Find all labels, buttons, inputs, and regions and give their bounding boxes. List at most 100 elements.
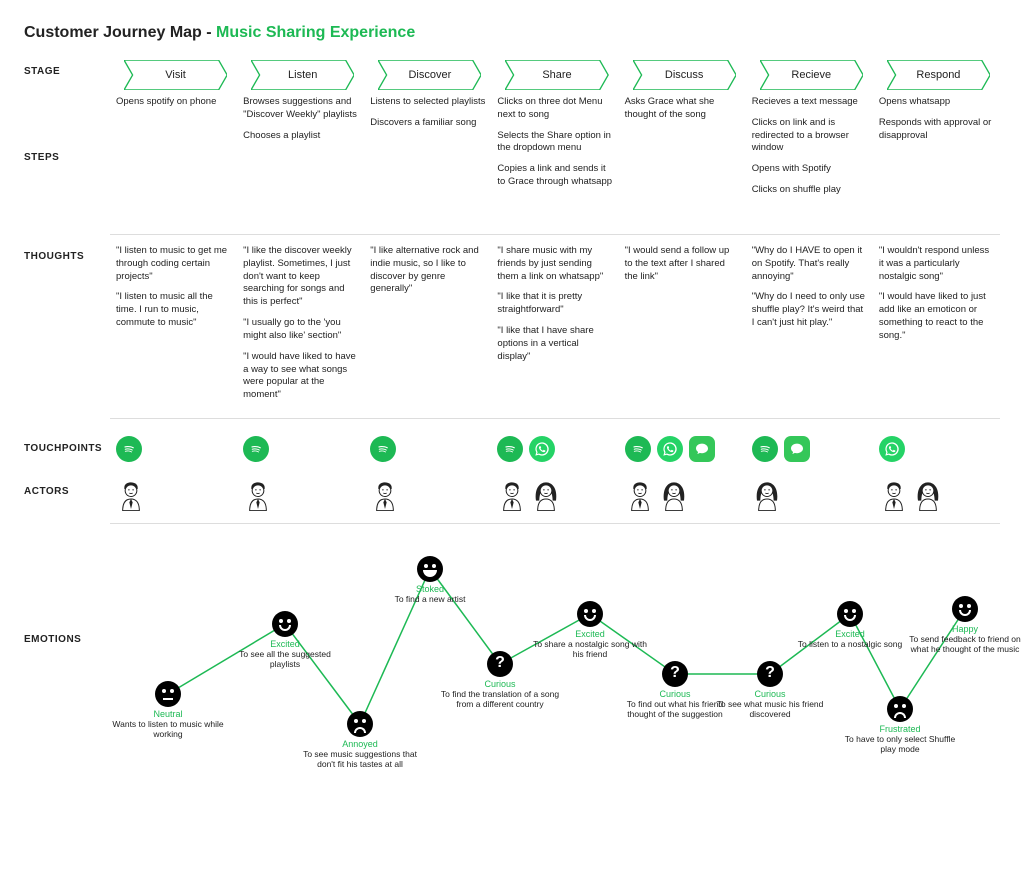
actor-group xyxy=(497,473,612,511)
actor-group xyxy=(116,473,231,511)
thought-quote: I like that I have share options in a ve… xyxy=(497,325,612,363)
emotion-desc: To have to only select Shuffle play mode xyxy=(840,734,960,754)
male-actor-icon xyxy=(116,477,146,511)
emotion-label: Neutral xyxy=(108,709,228,719)
male-actor-icon xyxy=(625,477,655,511)
thought-quote: I listen to music to get me through codi… xyxy=(116,245,231,283)
step-text: Asks Grace what she thought of the song xyxy=(625,96,740,122)
emotions-label: EMOTIONS xyxy=(24,534,110,645)
emotion-face-icon xyxy=(155,681,181,707)
step-text: Chooses a playlist xyxy=(243,130,358,143)
touchpoint-group xyxy=(243,436,358,462)
page-title: Customer Journey Map - Music Sharing Exp… xyxy=(24,24,1000,42)
thought-quote: Why do I need to only use shuffle play? … xyxy=(752,291,867,329)
emotion-face-icon xyxy=(887,696,913,722)
emotion-desc: To listen to a nostalgic song xyxy=(790,639,910,649)
emotion-node: Happy To send feedback to friend on what… xyxy=(905,596,1024,654)
touchpoint-group xyxy=(625,436,740,462)
emotion-desc: To send feedback to friend on what he th… xyxy=(905,634,1024,654)
stage-label: STAGE xyxy=(24,60,110,77)
touchpoint-group xyxy=(497,436,612,462)
step-text: Clicks on three dot Menu next to song xyxy=(497,96,612,122)
step-text: Opens whatsapp xyxy=(879,96,994,109)
emotion-desc: To see what music his friend discovered xyxy=(710,699,830,719)
male-actor-icon xyxy=(243,477,273,511)
separator xyxy=(110,523,1000,524)
step-text: Clicks on link and is redirected to a br… xyxy=(752,117,867,155)
emotion-label: Happy xyxy=(905,624,1024,634)
step-text: Responds with approval or disapproval xyxy=(879,117,994,143)
title-highlight: Music Sharing Experience xyxy=(216,24,415,41)
touchpoints-label: TOUCHPOINTS xyxy=(24,443,110,454)
male-actor-icon xyxy=(370,477,400,511)
emotion-desc: To find a new artist xyxy=(370,594,490,604)
emotion-desc: To see music suggestions that don't fit … xyxy=(300,749,420,769)
male-actor-icon xyxy=(879,477,909,511)
emotion-desc: To find the translation of a song from a… xyxy=(440,689,560,709)
imessage-icon xyxy=(784,436,810,462)
emotion-desc: To see all the suggested playlists xyxy=(225,649,345,669)
stage-chevron: Listen xyxy=(251,60,354,90)
emotion-label: Stoked xyxy=(370,584,490,594)
step-text: Listens to selected playlists xyxy=(370,96,485,109)
emotion-node: Excited To listen to a nostalgic song xyxy=(790,601,910,649)
thought-quote: I wouldn't respond unless it was a parti… xyxy=(879,245,994,283)
thought-quote: I like that it is pretty straightforward xyxy=(497,291,612,317)
thought-quote: I like the discover weekly playlist. Som… xyxy=(243,245,358,309)
emotion-node: Neutral Wants to listen to music while w… xyxy=(108,681,228,739)
emotion-face-icon: ? xyxy=(662,661,688,687)
emotion-node: Annoyed To see music suggestions that do… xyxy=(300,711,420,769)
thoughts-row: THOUGHTS I listen to music to get me thr… xyxy=(24,245,1000,410)
stage-name: Discover xyxy=(378,60,481,90)
stage-name: Recieve xyxy=(760,60,863,90)
actor-group xyxy=(879,473,994,511)
emotion-label: Excited xyxy=(530,629,650,639)
male-actor-icon xyxy=(497,477,527,511)
stage-chevron: Respond xyxy=(887,60,990,90)
emotion-node: Stoked To find a new artist xyxy=(370,556,490,604)
thought-quote: I would send a follow up to the text aft… xyxy=(625,245,740,283)
spotify-icon xyxy=(243,436,269,462)
stage-row: STAGE Visit Listen Discover Share Discus… xyxy=(24,60,1000,90)
emotion-label: Annoyed xyxy=(300,739,420,749)
actor-group xyxy=(752,473,867,511)
emotion-node: Frustrated To have to only select Shuffl… xyxy=(840,696,960,754)
emotions-row: EMOTIONS Neutral Wants to listen to musi… xyxy=(24,534,1000,764)
stage-chevron: Recieve xyxy=(760,60,863,90)
step-text: Opens spotify on phone xyxy=(116,96,231,109)
female-actor-icon xyxy=(913,477,943,511)
spotify-icon xyxy=(370,436,396,462)
female-actor-icon xyxy=(752,477,782,511)
touchpoint-group xyxy=(879,436,994,462)
stage-chevron: Discuss xyxy=(633,60,736,90)
spotify-icon xyxy=(752,436,778,462)
whatsapp-icon xyxy=(879,436,905,462)
emotion-node: ? Curious To find the translation of a s… xyxy=(440,651,560,709)
thought-quote: Why do I HAVE to open it on Spotify. Tha… xyxy=(752,245,867,283)
steps-label: STEPS xyxy=(24,96,110,163)
thought-quote: I would have liked to have a way to see … xyxy=(243,351,358,402)
thought-quote: I share music with my friends by just se… xyxy=(497,245,612,283)
separator xyxy=(110,418,1000,419)
emotion-face-icon xyxy=(417,556,443,582)
thoughts-label: THOUGHTS xyxy=(24,245,110,262)
emotion-label: Curious xyxy=(710,689,830,699)
emotion-face-icon xyxy=(952,596,978,622)
spotify-icon xyxy=(497,436,523,462)
stage-chevron: Discover xyxy=(378,60,481,90)
emotion-face-icon xyxy=(347,711,373,737)
touchpoint-group xyxy=(752,436,867,462)
actor-group xyxy=(243,473,358,511)
touchpoint-group xyxy=(370,436,485,462)
emotion-node: Excited To share a nostalgic song with h… xyxy=(530,601,650,659)
actors-row: ACTORS xyxy=(24,469,1000,515)
stage-name: Respond xyxy=(887,60,990,90)
emotion-face-icon xyxy=(577,601,603,627)
actor-group xyxy=(625,473,740,511)
touchpoints-row: TOUCHPOINTS xyxy=(24,429,1000,469)
stage-chevron: Visit xyxy=(124,60,227,90)
emotion-label: Excited xyxy=(790,629,910,639)
emotions-canvas: Neutral Wants to listen to music while w… xyxy=(110,534,1000,754)
stage-name: Share xyxy=(505,60,608,90)
step-text: Browses suggestions and "Discover Weekly… xyxy=(243,96,358,122)
